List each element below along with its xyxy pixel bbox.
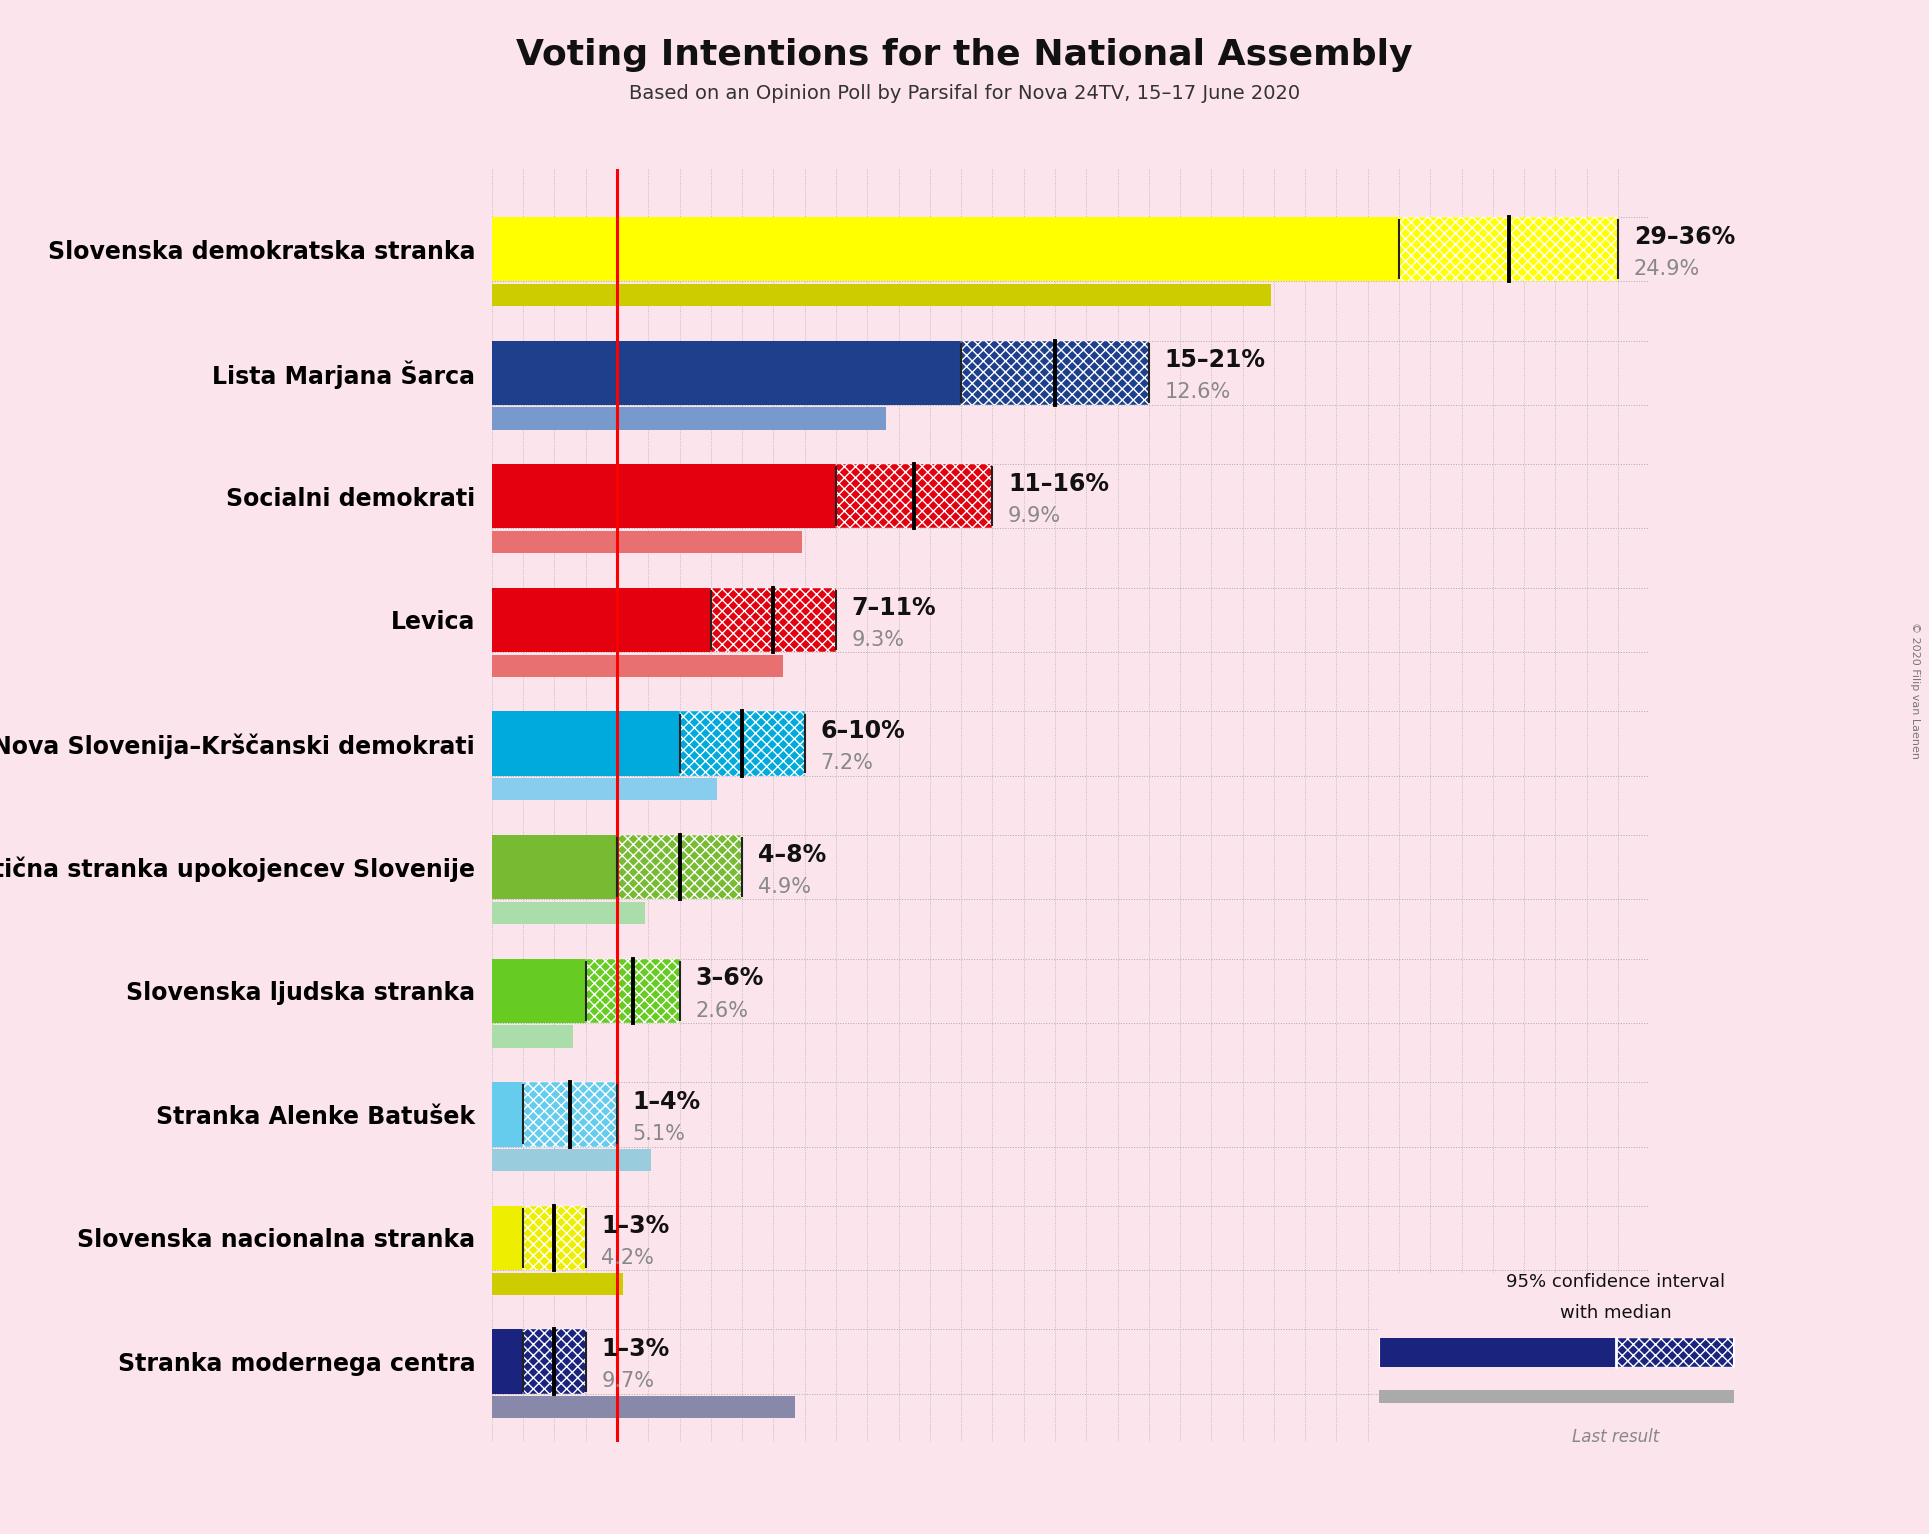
Text: 15–21%: 15–21% — [1165, 348, 1265, 373]
Bar — [492, 1025, 573, 1048]
Bar — [1379, 1390, 1734, 1404]
Text: 7–11%: 7–11% — [851, 595, 936, 620]
Text: © 2020 Filip van Laenen: © 2020 Filip van Laenen — [1910, 621, 1921, 759]
Text: 6–10%: 6–10% — [820, 719, 905, 742]
Text: 29–36%: 29–36% — [1634, 224, 1734, 249]
Bar — [492, 1396, 795, 1419]
Text: with median: with median — [1561, 1304, 1671, 1322]
Text: 9.9%: 9.9% — [1009, 506, 1061, 526]
Text: 1–3%: 1–3% — [602, 1338, 669, 1361]
Bar — [492, 284, 1271, 305]
Text: 4.9%: 4.9% — [758, 877, 810, 897]
Text: 4–8%: 4–8% — [758, 842, 826, 867]
Bar — [523, 1206, 586, 1270]
Text: Last result: Last result — [1572, 1428, 1659, 1445]
Text: Voting Intentions for the National Assembly: Voting Intentions for the National Assem… — [517, 38, 1412, 72]
Bar — [1615, 1338, 1734, 1367]
Bar — [492, 588, 712, 652]
Bar — [712, 588, 835, 652]
Bar — [1379, 1338, 1615, 1367]
Text: 1–4%: 1–4% — [633, 1091, 700, 1114]
Bar — [492, 902, 644, 923]
Text: 4.2%: 4.2% — [602, 1247, 654, 1267]
Bar — [835, 465, 992, 528]
Bar — [492, 1330, 523, 1394]
Bar — [679, 712, 804, 776]
Bar — [492, 1149, 652, 1172]
Text: 7.2%: 7.2% — [820, 753, 874, 773]
Text: 9.3%: 9.3% — [851, 630, 905, 650]
Bar — [617, 834, 743, 899]
Text: 95% confidence interval: 95% confidence interval — [1507, 1273, 1725, 1292]
Text: 9.7%: 9.7% — [602, 1371, 654, 1391]
Bar — [492, 1083, 523, 1146]
Bar — [961, 341, 1150, 405]
Bar — [492, 959, 586, 1023]
Bar — [492, 465, 835, 528]
Bar — [523, 1083, 617, 1146]
Bar — [492, 1206, 523, 1270]
Bar — [1399, 216, 1618, 281]
Text: 3–6%: 3–6% — [694, 966, 764, 991]
Bar — [492, 778, 718, 801]
Text: Based on an Opinion Poll by Parsifal for Nova 24TV, 15–17 June 2020: Based on an Opinion Poll by Parsifal for… — [629, 84, 1300, 103]
Text: 24.9%: 24.9% — [1634, 259, 1699, 279]
Text: 5.1%: 5.1% — [633, 1124, 685, 1144]
Bar — [523, 1330, 586, 1394]
Bar — [492, 216, 1399, 281]
Bar — [492, 408, 885, 430]
Bar — [586, 959, 679, 1023]
Bar — [492, 834, 617, 899]
Bar — [492, 1273, 623, 1295]
Text: 2.6%: 2.6% — [694, 1000, 748, 1020]
Text: 12.6%: 12.6% — [1165, 382, 1231, 402]
Text: 1–3%: 1–3% — [602, 1213, 669, 1238]
Bar — [492, 531, 802, 554]
Text: 11–16%: 11–16% — [1009, 472, 1109, 495]
Bar — [492, 712, 679, 776]
Bar — [492, 341, 961, 405]
Bar — [492, 655, 783, 676]
